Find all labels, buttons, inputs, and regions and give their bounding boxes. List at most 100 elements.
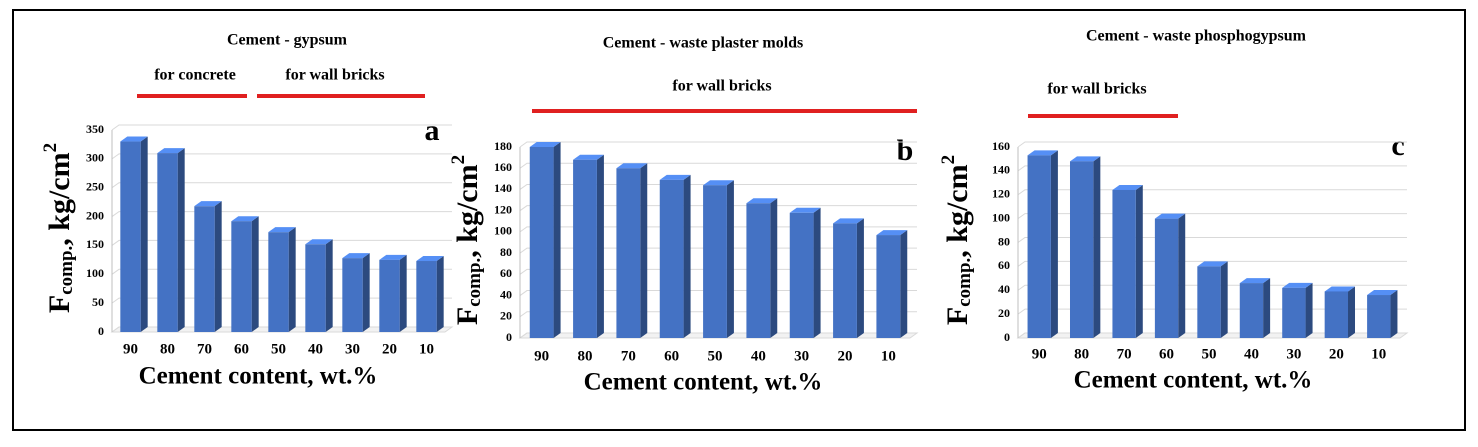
bar-top	[1027, 150, 1058, 156]
y-axis-label-part: F	[43, 295, 76, 313]
y-axis-label: Fcomp., kg/cm2	[448, 155, 485, 325]
y-axis-label-part: , kg/cm	[451, 164, 484, 257]
bar-top	[194, 201, 222, 207]
bar-top	[231, 216, 259, 222]
bar-side	[436, 256, 444, 332]
y-tick-label: 160	[494, 160, 512, 174]
x-axis-label: Cement content, wt.%	[584, 369, 823, 396]
bar	[616, 168, 641, 338]
frame	[12, 9, 1466, 431]
chart-title: Cement - waste phosphogypsum	[1086, 28, 1307, 45]
y-axis-label-part: , kg/cm	[941, 164, 974, 257]
y-tick-label: 150	[86, 237, 104, 251]
grid-line	[1017, 141, 1407, 148]
grid-line	[111, 211, 452, 217]
annotation: for wall bricks	[672, 78, 771, 95]
x-tick-label: 80	[1074, 346, 1089, 362]
grid-line	[1017, 332, 1407, 339]
bar-side	[553, 142, 561, 338]
bar-top	[1197, 261, 1228, 267]
bar	[120, 141, 141, 332]
y-tick-label: 100	[992, 210, 1010, 224]
y-tick-label: 40	[500, 287, 512, 301]
bar-side	[640, 163, 648, 338]
grid-line	[1017, 213, 1407, 220]
x-tick-label: 10	[1371, 346, 1386, 362]
bar	[1239, 283, 1264, 338]
bar	[194, 206, 215, 332]
y-axis-label-part: F	[941, 307, 974, 325]
x-tick-label: 30	[794, 348, 809, 364]
x-axis-label: Cement content, wt.%	[139, 363, 378, 390]
x-tick-label: 80	[578, 348, 593, 364]
annotation: for wall bricks	[1047, 81, 1146, 98]
bar-top	[305, 239, 333, 245]
y-axis-label-part: 2	[40, 143, 61, 153]
bar	[416, 261, 437, 332]
grid-line	[519, 205, 917, 212]
bar-side	[251, 216, 259, 332]
bar	[379, 259, 400, 332]
y-tick-label: 0	[506, 330, 512, 344]
grid-line	[519, 183, 917, 190]
bar-side	[1220, 261, 1228, 338]
x-tick-label: 40	[1244, 346, 1259, 362]
y-axis-label-part: comp.	[56, 246, 77, 295]
bar-top	[529, 142, 561, 147]
y-tick-label: 120	[992, 187, 1010, 201]
grid-line	[111, 153, 452, 160]
bar-side	[140, 136, 148, 332]
grid-line	[1017, 237, 1407, 243]
y-tick-label: 40	[998, 282, 1010, 296]
bar-side	[813, 207, 821, 338]
bar-top	[616, 163, 648, 169]
y-tick-label: 100	[86, 266, 104, 280]
bar	[342, 258, 363, 332]
bar-top	[1282, 282, 1313, 288]
x-tick-label: 20	[838, 348, 853, 364]
bar-side	[399, 254, 407, 332]
y-tick-label: 140	[992, 163, 1010, 177]
grid-line	[1017, 308, 1407, 315]
y-tick-label: 80	[500, 245, 512, 259]
y-tick-label: 20	[500, 309, 512, 323]
grid-line	[1017, 284, 1407, 291]
y-tick-label: 140	[494, 181, 512, 195]
x-tick-label: 60	[664, 348, 679, 364]
bar-top	[659, 174, 691, 180]
y-axis-label-part: 2	[448, 155, 469, 165]
y-tick-label: 180	[494, 139, 512, 153]
chart-title: Cement - gypsum	[227, 32, 348, 49]
bar-side	[683, 174, 691, 338]
bar-side	[726, 180, 734, 338]
grid-line	[519, 226, 917, 233]
bar-side	[177, 148, 185, 332]
x-tick-label: 20	[382, 341, 397, 357]
bar-side	[1093, 156, 1101, 338]
grid-line	[111, 182, 452, 189]
bar-top	[1324, 286, 1356, 292]
y-axis-label-part: comp.	[954, 258, 975, 307]
bar-top	[120, 136, 148, 142]
bar	[833, 223, 857, 338]
bar-side	[1263, 278, 1271, 338]
bar-side	[1348, 286, 1356, 338]
panel-label: c	[1391, 129, 1404, 162]
bar-top	[746, 198, 778, 204]
y-tick-label: 120	[494, 202, 512, 216]
x-tick-label: 70	[1117, 346, 1132, 362]
x-tick-label: 20	[1329, 346, 1344, 362]
y-tick-label: 100	[494, 224, 512, 238]
grid-line	[519, 311, 917, 318]
x-tick-label: 10	[419, 341, 434, 357]
x-axis-label: Cement content, wt.%	[1074, 367, 1313, 394]
x-tick-label: 30	[345, 341, 360, 357]
bar-side	[856, 218, 864, 338]
bar-top	[1069, 156, 1101, 162]
bar	[1197, 266, 1221, 338]
bar-side	[596, 154, 604, 338]
bar	[573, 159, 597, 338]
bar-side	[900, 230, 908, 338]
bar	[746, 203, 771, 338]
bar	[1367, 295, 1391, 338]
